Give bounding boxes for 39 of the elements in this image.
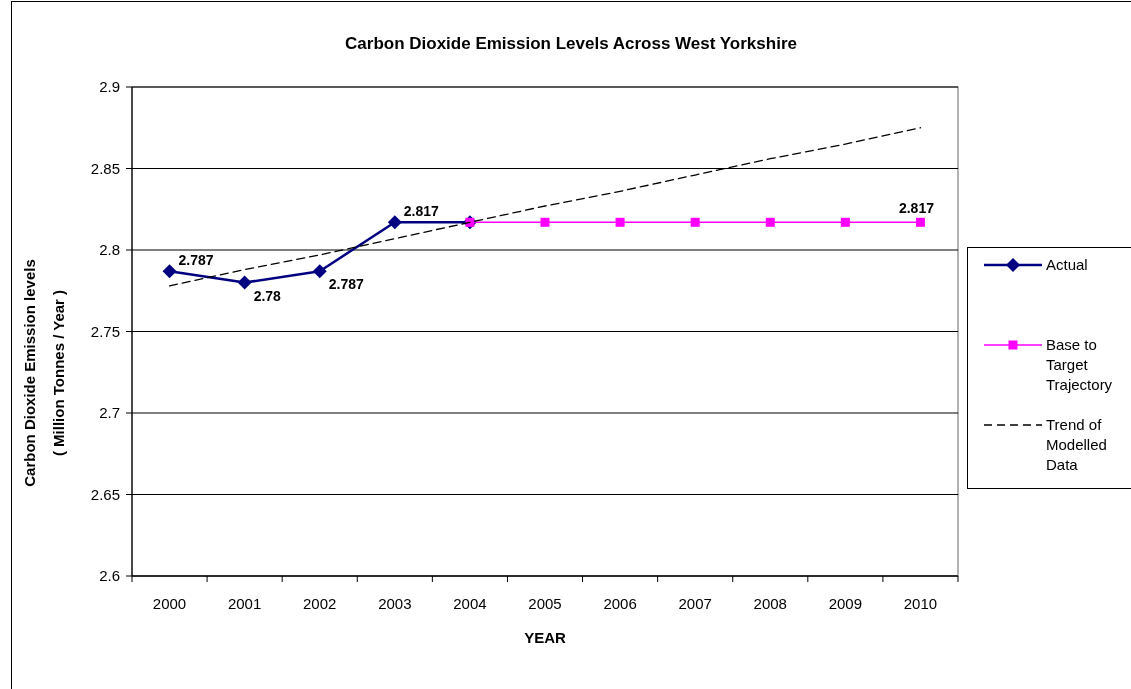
- x-tick-label: 2002: [303, 595, 337, 613]
- point: [162, 264, 177, 279]
- chart-title: Carbon Dioxide Emission Levels Across West Yorkshire: [345, 34, 797, 53]
- x-axis-title: YEAR: [524, 629, 566, 647]
- x-tick-label: 2004: [453, 595, 487, 613]
- legend-label: Actual: [1046, 256, 1088, 274]
- legend-label: Trend of Modelled Data: [1046, 416, 1107, 474]
- point: [690, 217, 700, 227]
- x-tick-label: 2000: [152, 595, 187, 613]
- y-tick-label: 2.65: [90, 485, 120, 503]
- data-label: 2.817: [403, 203, 440, 220]
- point: [312, 264, 327, 279]
- data-label: 2.787: [178, 252, 214, 269]
- x-tick-label: 2001: [227, 595, 262, 613]
- y-tick-label: 2.9: [99, 78, 120, 96]
- y-axis-title: Carbon Dioxide Emission levels ( Million Tonnes / Year ): [20, 259, 67, 487]
- x-tick-label: 2007: [678, 595, 712, 613]
- point: [840, 217, 850, 227]
- y-tick-label: 2.6: [99, 567, 120, 585]
- y-tick-label: 2.75: [90, 322, 120, 340]
- point: [915, 217, 925, 227]
- x-tick-label: 2009: [828, 595, 863, 613]
- legend-label: Base to Target Trajectory: [1046, 336, 1113, 394]
- data-label: 2.817: [898, 200, 935, 217]
- point: [237, 275, 252, 290]
- y-tick-label: 2.7: [99, 404, 120, 422]
- point: [615, 217, 625, 227]
- x-tick-label: 2006: [603, 595, 637, 613]
- y-tick-label: 2.85: [90, 159, 120, 177]
- y-tick-label: 2.8: [99, 241, 120, 259]
- x-tick-label: 2005: [528, 595, 562, 613]
- point: [387, 215, 402, 230]
- x-tick-label: 2003: [378, 595, 412, 613]
- point: [765, 217, 775, 227]
- point: [540, 217, 550, 227]
- x-tick-label: 2008: [753, 595, 787, 613]
- data-label: 2.78: [253, 287, 282, 304]
- x-tick-label: 2010: [903, 595, 938, 613]
- data-label: 2.787: [328, 276, 364, 293]
